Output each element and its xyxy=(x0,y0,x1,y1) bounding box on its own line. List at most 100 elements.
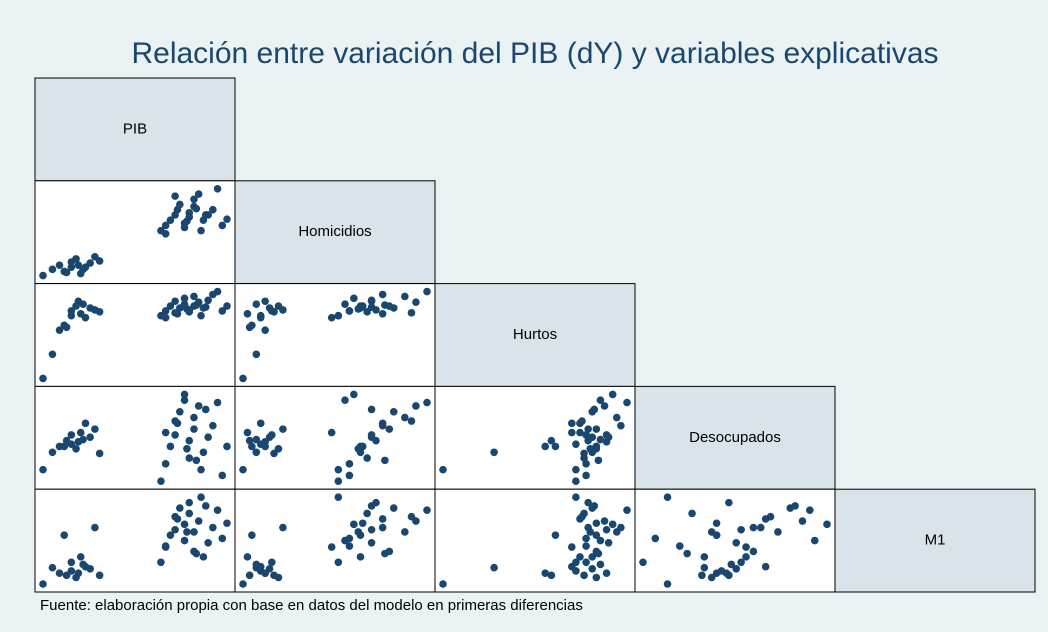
point xyxy=(183,305,191,313)
point xyxy=(201,211,210,219)
point xyxy=(201,303,210,311)
point xyxy=(194,190,203,198)
variable-label: M1 xyxy=(925,532,946,549)
point xyxy=(367,433,376,442)
point xyxy=(157,477,165,486)
point xyxy=(378,515,387,523)
point xyxy=(596,536,605,545)
point xyxy=(798,517,807,525)
point xyxy=(600,402,609,410)
point xyxy=(592,519,601,528)
point xyxy=(572,493,580,502)
point xyxy=(176,200,184,209)
point xyxy=(356,553,365,561)
point xyxy=(213,398,222,407)
variable-label: PIB xyxy=(123,120,147,137)
point xyxy=(76,553,85,561)
chart-title: Relación entre variación del PIB (dY) y … xyxy=(131,37,938,70)
point xyxy=(600,517,609,525)
point xyxy=(582,431,590,439)
point xyxy=(261,326,269,334)
point xyxy=(171,431,179,439)
point xyxy=(218,307,227,315)
point xyxy=(602,525,611,534)
point xyxy=(223,519,231,528)
point xyxy=(218,534,227,543)
point xyxy=(572,558,580,567)
point xyxy=(91,425,99,433)
point xyxy=(592,573,601,582)
point xyxy=(584,498,592,507)
point xyxy=(185,436,194,445)
point xyxy=(95,571,104,580)
point xyxy=(389,504,398,512)
point xyxy=(608,520,617,529)
point xyxy=(617,523,625,532)
point xyxy=(423,398,431,407)
point xyxy=(407,512,416,521)
point xyxy=(389,407,398,416)
point xyxy=(378,523,387,532)
point xyxy=(732,565,741,573)
point xyxy=(243,309,252,318)
point xyxy=(185,209,194,217)
point xyxy=(197,311,205,320)
point xyxy=(171,417,179,425)
point xyxy=(596,435,605,444)
point xyxy=(239,374,247,383)
variable-label: Hurtos xyxy=(513,326,557,343)
point xyxy=(190,195,198,204)
point xyxy=(439,465,447,474)
point xyxy=(350,520,358,529)
point xyxy=(60,442,69,451)
point xyxy=(700,553,709,561)
point xyxy=(86,433,94,442)
point xyxy=(192,456,201,465)
point xyxy=(39,580,47,588)
point xyxy=(248,442,256,451)
point xyxy=(171,525,179,534)
point xyxy=(490,448,498,457)
point xyxy=(327,543,336,551)
point xyxy=(209,523,217,532)
point xyxy=(363,308,371,316)
point xyxy=(378,290,387,299)
point xyxy=(722,569,731,577)
point xyxy=(439,580,447,588)
point xyxy=(651,534,660,543)
point xyxy=(617,421,625,430)
point xyxy=(192,549,201,558)
point xyxy=(48,563,57,572)
point xyxy=(541,442,550,451)
point xyxy=(683,549,691,558)
point xyxy=(72,444,80,453)
point xyxy=(218,471,227,480)
point xyxy=(341,300,349,308)
point xyxy=(707,573,716,582)
point xyxy=(261,297,269,306)
point xyxy=(166,216,175,224)
point xyxy=(248,321,256,330)
diagonal-cell xyxy=(34,77,236,182)
point xyxy=(67,558,76,567)
point xyxy=(171,192,179,200)
point xyxy=(60,321,69,330)
point xyxy=(180,520,189,529)
point xyxy=(243,553,252,561)
point xyxy=(180,390,189,399)
point xyxy=(541,569,550,577)
point xyxy=(381,301,389,309)
point xyxy=(354,528,363,536)
point xyxy=(81,263,90,272)
point xyxy=(223,215,231,223)
point xyxy=(183,528,191,536)
point xyxy=(676,542,684,550)
point xyxy=(245,436,254,445)
point xyxy=(582,558,590,567)
point xyxy=(604,538,613,547)
point xyxy=(412,298,420,307)
point xyxy=(185,498,194,507)
point xyxy=(270,308,278,316)
point xyxy=(95,449,104,458)
point xyxy=(572,477,580,486)
